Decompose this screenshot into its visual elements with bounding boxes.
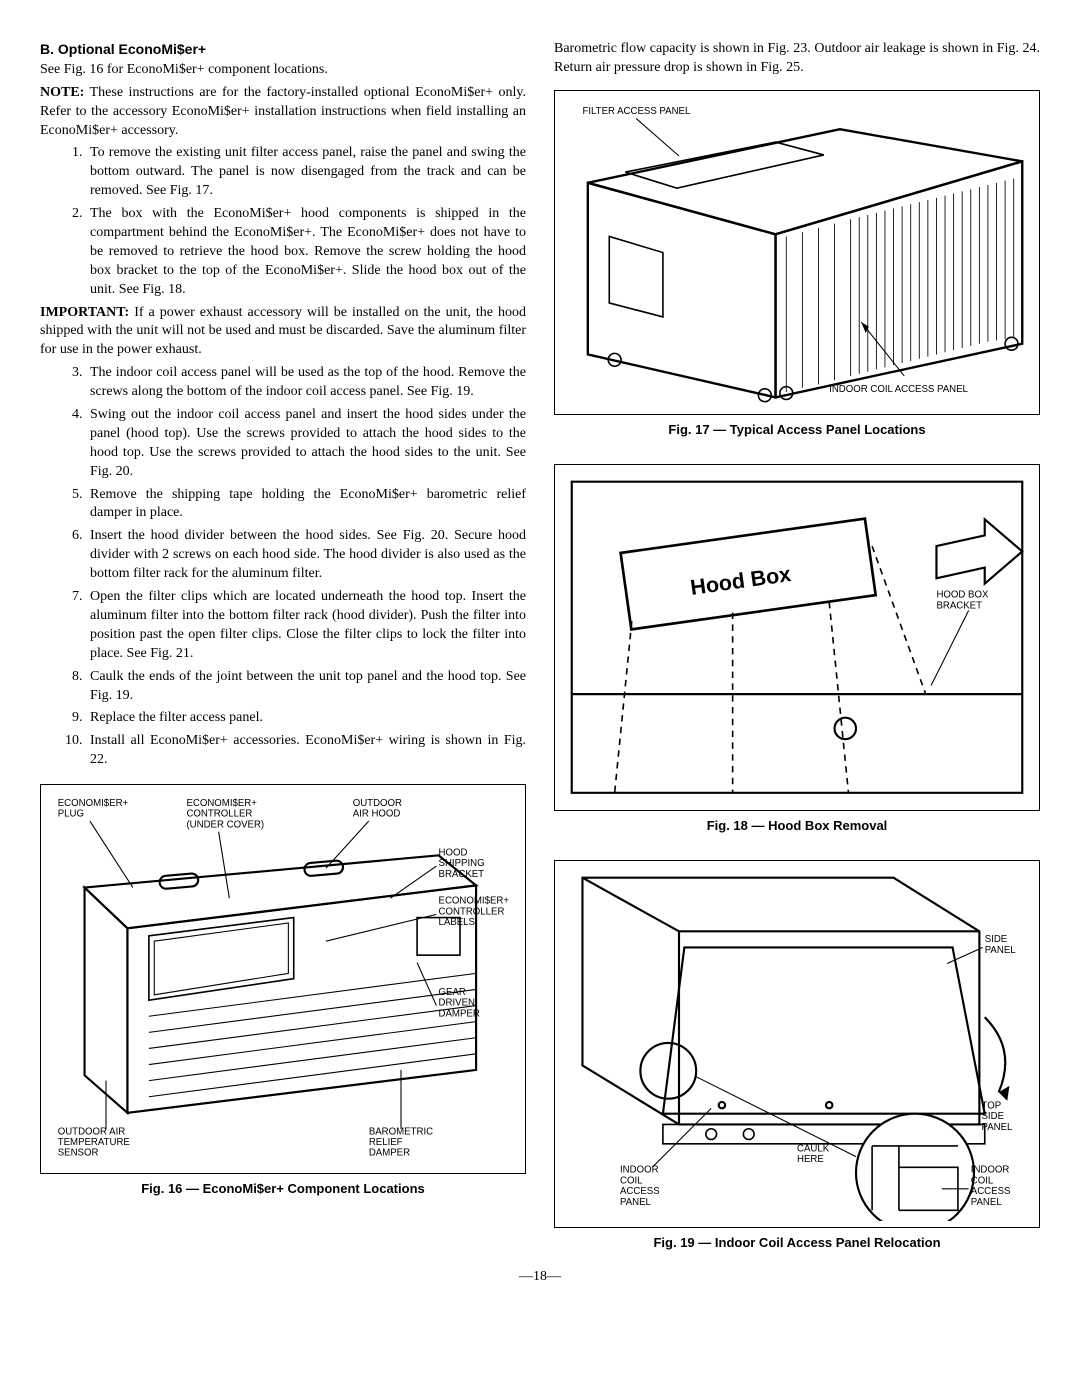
step-6: Insert the hood divider between the hood… (86, 527, 526, 584)
step-4: Swing out the indoor coil access panel a… (86, 406, 526, 482)
figure-16-caption: Fig. 16 — EconoMi$er+ Component Location… (40, 1180, 526, 1198)
step-3: The indoor coil access panel will be use… (86, 364, 526, 402)
figure-19-box: SIDEPANEL TOPSIDEPANEL CAULKHERE INDOORC… (554, 860, 1040, 1228)
step-9: Replace the filter access panel. (86, 709, 526, 728)
important-paragraph: IMPORTANT: If a power exhaust accessory … (40, 304, 526, 361)
figure-18-box: Hood Box HOOD BOXBRACKET (554, 464, 1040, 811)
step-5: Remove the shipping tape holding the Eco… (86, 486, 526, 524)
figure-16-svg: ECONOMI$ER+PLUG ECONOMI$ER+CONTROLLER(UN… (47, 791, 519, 1166)
filter-access-label: FILTER ACCESS PANEL (582, 106, 691, 117)
figure-19-svg: SIDEPANEL TOPSIDEPANEL CAULKHERE INDOORC… (561, 867, 1033, 1221)
svg-text:HOOD BOXBRACKET: HOOD BOXBRACKET (936, 590, 989, 612)
note-paragraph: NOTE: These instructions are for the fac… (40, 84, 526, 141)
svg-text:ECONOMI$ER+PLUG: ECONOMI$ER+PLUG (58, 798, 129, 820)
svg-text:INDOORCOILACCESSPANEL: INDOORCOILACCESSPANEL (620, 1165, 660, 1208)
svg-text:SIDEPANEL: SIDEPANEL (985, 935, 1017, 957)
svg-text:BAROMETRICRELIEFDAMPER: BAROMETRICRELIEFDAMPER (369, 1126, 433, 1158)
step-7: Open the filter clips which are located … (86, 588, 526, 664)
svg-text:TOPSIDEPANEL: TOPSIDEPANEL (982, 1101, 1014, 1133)
important-label: IMPORTANT: (40, 305, 129, 320)
right-top-paragraph: Barometric flow capacity is shown in Fig… (554, 40, 1040, 78)
figure-18-caption: Fig. 18 — Hood Box Removal (554, 817, 1040, 835)
svg-text:CAULKHERE: CAULKHERE (797, 1144, 830, 1166)
svg-text:Hood Box: Hood Box (689, 562, 793, 600)
svg-text:OUTDOOR AIRTEMPERATURESENSOR: OUTDOOR AIRTEMPERATURESENSOR (58, 1126, 131, 1158)
page-number: —18— (40, 1268, 1040, 1287)
intro-paragraph: See Fig. 16 for EconoMi$er+ component lo… (40, 61, 526, 80)
note-text: These instructions are for the factory-i… (40, 85, 526, 138)
step-10: Install all EconoMi$er+ accessories. Eco… (86, 732, 526, 770)
figure-18-svg: Hood Box HOOD BOXBRACKET (561, 471, 1033, 804)
svg-text:GEARDRIVENDAMPER: GEARDRIVENDAMPER (439, 987, 480, 1019)
figure-17-caption: Fig. 17 — Typical Access Panel Locations (554, 421, 1040, 439)
instruction-list-1: To remove the existing unit filter acces… (40, 144, 526, 299)
section-heading: B. Optional EconoMi$er+ (40, 40, 526, 59)
svg-text:HOODSHIPPINGBRACKET: HOODSHIPPINGBRACKET (439, 847, 485, 879)
figure-19-caption: Fig. 19 — Indoor Coil Access Panel Reloc… (554, 1234, 1040, 1252)
right-column: Barometric flow capacity is shown in Fig… (554, 40, 1040, 1252)
figure-17-box: FILTER ACCESS PANEL (554, 90, 1040, 415)
figure-17-svg: FILTER ACCESS PANEL (561, 97, 1033, 408)
note-label: NOTE: (40, 85, 84, 100)
indoor-coil-label: INDOOR COIL ACCESS PANEL (829, 384, 968, 395)
left-column: B. Optional EconoMi$er+ See Fig. 16 for … (40, 40, 526, 1252)
svg-text:ECONOMI$ER+CONTROLLER(UNDER CO: ECONOMI$ER+CONTROLLER(UNDER COVER) (186, 798, 264, 830)
svg-text:ECONOMI$ER+CONTROLLERLABELS: ECONOMI$ER+CONTROLLERLABELS (439, 896, 510, 928)
svg-text:INDOORCOILACCESSPANEL: INDOORCOILACCESSPANEL (971, 1165, 1011, 1208)
figure-16: ECONOMI$ER+PLUG ECONOMI$ER+CONTROLLER(UN… (40, 784, 526, 1197)
figure-17: FILTER ACCESS PANEL (554, 90, 1040, 439)
figure-16-box: ECONOMI$ER+PLUG ECONOMI$ER+CONTROLLER(UN… (40, 784, 526, 1173)
figure-19: SIDEPANEL TOPSIDEPANEL CAULKHERE INDOORC… (554, 860, 1040, 1252)
step-8: Caulk the ends of the joint between the … (86, 668, 526, 706)
figure-18: Hood Box HOOD BOXBRACKET (554, 464, 1040, 834)
step-2: The box with the EconoMi$er+ hood compon… (86, 205, 526, 299)
svg-text:OUTDOORAIR HOOD: OUTDOORAIR HOOD (353, 798, 402, 820)
step-1: To remove the existing unit filter acces… (86, 144, 526, 201)
instruction-list-2: The indoor coil access panel will be use… (40, 364, 526, 770)
